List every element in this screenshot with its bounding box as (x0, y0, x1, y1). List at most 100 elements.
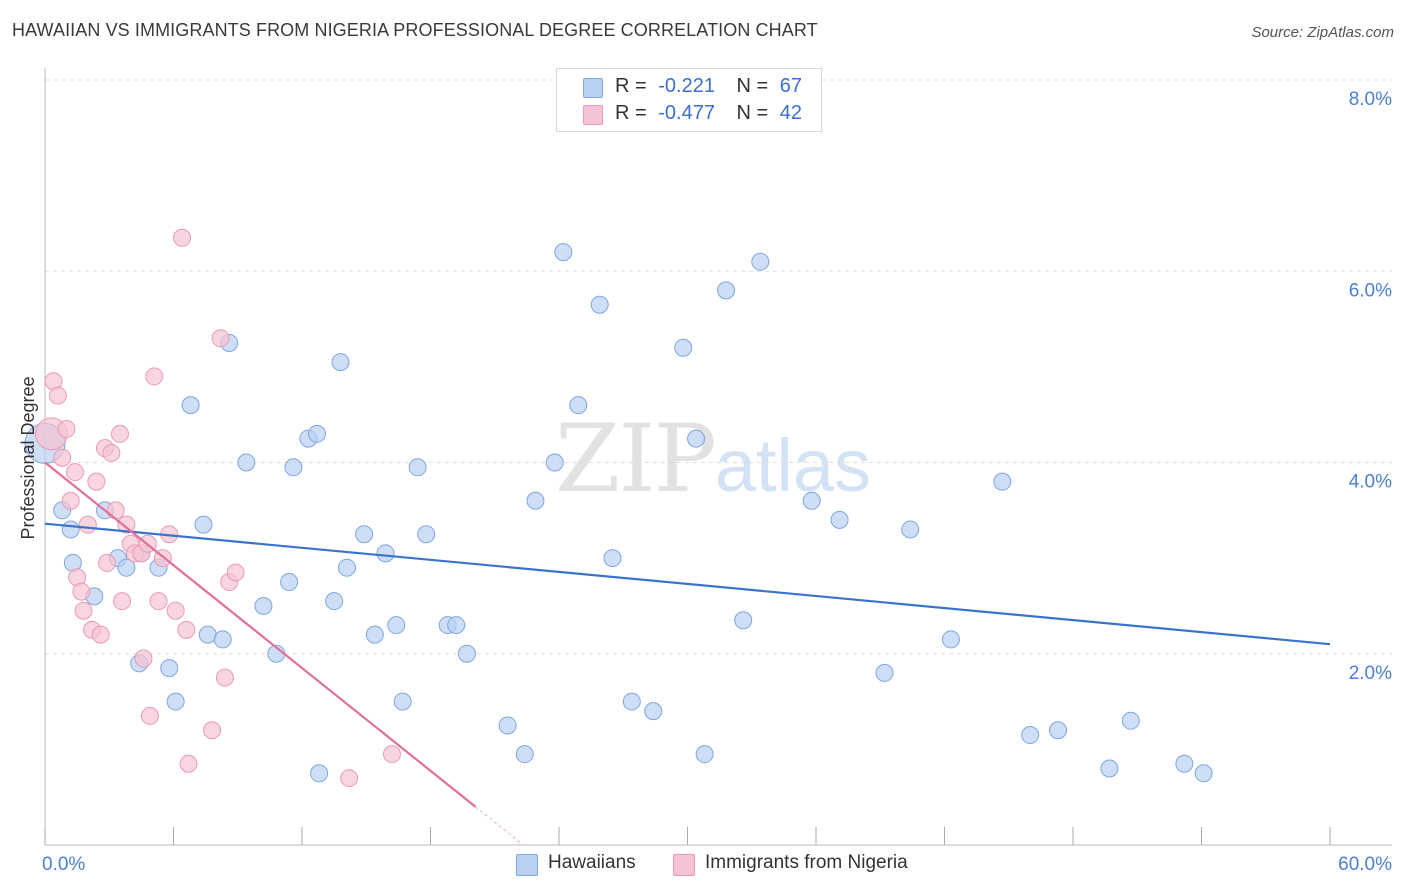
legend-r-label: R = (615, 75, 647, 97)
legend-n-label: N = (736, 75, 769, 97)
nigeria-point (106, 501, 125, 520)
y-tick-label: 4.0% (1349, 472, 1392, 493)
legend-swatch-pink (583, 105, 603, 125)
hawaiians-point (447, 616, 466, 635)
legend-r-value: -0.477 (658, 102, 715, 124)
nigeria-point (48, 386, 67, 405)
hawaiians-point (408, 458, 427, 477)
legend-r-value: -0.221 (658, 75, 715, 97)
bottom-legend-swatch-blue (516, 854, 538, 876)
hawaiians-point (117, 558, 136, 577)
hawaiians-point (457, 644, 476, 663)
correlation-legend: R = -0.221 N = 67 R = -0.477 N = 42 (556, 68, 822, 132)
nigeria-trend-line (44, 461, 477, 808)
hawaiians-point (1021, 726, 1040, 745)
hawaiians-point (331, 353, 350, 372)
nigeria-point (149, 592, 168, 611)
chart-title: HAWAIIAN VS IMMIGRANTS FROM NIGERIA PROF… (12, 20, 818, 40)
hawaiians-point (545, 453, 564, 472)
hawaiians-point (515, 745, 534, 764)
source-label: Source: ZipAtlas.com (1251, 24, 1394, 41)
legend-n-label: N = (736, 102, 769, 124)
nigeria-point (173, 228, 192, 247)
nigeria-point (117, 515, 136, 534)
hawaiians-point (376, 544, 395, 563)
hawaiians-point (181, 396, 200, 415)
hawaiians-point (254, 596, 273, 615)
hawaiians-point (365, 625, 384, 644)
legend-r-label: R = (615, 102, 647, 124)
hawaiians-point (674, 338, 693, 357)
y-tick-label: 2.0% (1349, 663, 1392, 684)
y-tick-label: 6.0% (1349, 280, 1392, 301)
nigeria-point (177, 620, 196, 639)
hawaiians-point (280, 573, 299, 592)
nigeria-point (78, 515, 97, 534)
hawaiians-point (993, 472, 1012, 491)
hawaiians-point (687, 429, 706, 448)
nigeria-trend-extension (475, 806, 524, 846)
x-tick-label: 60.0% (1338, 854, 1392, 875)
nigeria-point (203, 721, 222, 740)
hawaiians-point (1100, 759, 1119, 778)
hawaiians-point (355, 525, 374, 544)
nigeria-point (166, 601, 185, 620)
bottom-legend-label: Hawaiians (548, 852, 636, 873)
hawaiians-point (325, 592, 344, 611)
hawaiians-point (310, 764, 329, 783)
hawaiians-point (160, 659, 179, 678)
nigeria-point (340, 769, 359, 788)
nigeria-point (113, 592, 132, 611)
hawaiians-point (695, 745, 714, 764)
bottom-legend-label: Immigrants from Nigeria (705, 852, 908, 873)
hawaiians-point (213, 630, 232, 649)
nigeria-point (140, 706, 159, 725)
hawaiians-trend-line (44, 522, 1331, 646)
nigeria-point (57, 420, 76, 439)
nigeria-point (215, 668, 234, 687)
y-tick-label: 8.0% (1349, 89, 1392, 110)
hawaiians-point (1175, 754, 1194, 773)
watermark-atlas: atlas (714, 424, 872, 507)
nigeria-point (145, 367, 164, 386)
nigeria-point (110, 424, 129, 443)
hawaiians-point (875, 663, 894, 682)
nigeria-point (102, 443, 121, 462)
trend-lines (44, 461, 1331, 846)
nigeria-point (61, 491, 80, 510)
watermark-zip: ZIP (555, 405, 717, 514)
watermark: ZIPatlas (555, 405, 871, 514)
hawaiians-point (498, 716, 517, 735)
hawaiians-point (393, 692, 412, 711)
hawaiians-point (622, 692, 641, 711)
nigeria-point (72, 582, 91, 601)
hawaiians-point (734, 611, 753, 630)
hawaiians-point (554, 243, 573, 262)
x-tick-label: 0.0% (42, 854, 85, 875)
nigeria-point (87, 472, 106, 491)
nigeria-point (382, 745, 401, 764)
nigeria-point (211, 329, 230, 348)
hawaiians-point (1049, 721, 1068, 740)
hawaiians-point (644, 702, 663, 721)
hawaiians-point (307, 424, 326, 443)
hawaiians-point (802, 491, 821, 510)
hawaiians-point (526, 491, 545, 510)
y-axis-label: Professional Degree (18, 376, 38, 539)
hawaiians-point (61, 520, 80, 539)
hawaiians-point (569, 396, 588, 415)
hawaiians-point (901, 520, 920, 539)
nigeria-point (226, 563, 245, 582)
hawaiians-point (1121, 711, 1140, 730)
nigeria-point (179, 754, 198, 773)
legend-n-value: 67 (779, 75, 803, 97)
legend-n-value: 42 (779, 102, 803, 124)
nigeria-point (53, 448, 72, 467)
nigeria-point (91, 625, 110, 644)
hawaiians-point (194, 515, 213, 534)
hawaiians-point (717, 281, 736, 300)
hawaiians-point (387, 616, 406, 635)
nigeria-point (98, 553, 117, 572)
hawaiians-point (337, 558, 356, 577)
